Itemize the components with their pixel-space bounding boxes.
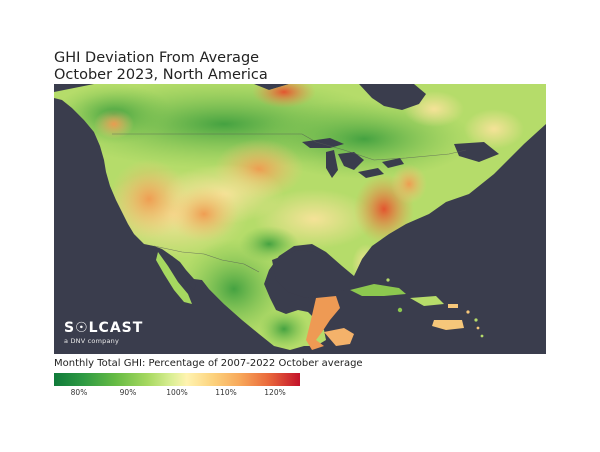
hudson-bay — [359, 84, 426, 110]
gulf-st-lawrence — [454, 142, 499, 162]
great-lakes — [302, 138, 404, 178]
borders — [112, 133, 467, 273]
baja-california — [156, 252, 192, 304]
ghi-deviation-map: S☉LCAST a DNV company — [54, 84, 546, 354]
land-mass — [54, 84, 546, 350]
legend-title: Monthly Total GHI: Percentage of 2007-20… — [54, 358, 363, 369]
tick-80: 80% — [70, 388, 88, 397]
gulf-of-california — [170, 256, 196, 290]
logo-tagline: a DNV company — [64, 337, 119, 345]
legend-ticks: 80% 90% 100% 110% 120% — [54, 388, 300, 400]
legend-colorbar — [54, 373, 300, 386]
gulf-of-mexico — [272, 250, 352, 298]
tick-110: 110% — [215, 388, 237, 397]
tick-90: 90% — [119, 388, 137, 397]
map-title: GHI Deviation From Average October 2023,… — [54, 50, 268, 84]
tick-120: 120% — [264, 388, 286, 397]
caribbean-islands — [350, 278, 484, 338]
logo-wordmark: S☉LCAST — [64, 320, 144, 336]
solcast-logo: S☉LCAST a DNV company — [64, 317, 143, 345]
central-america — [306, 296, 354, 350]
tick-100: 100% — [166, 388, 188, 397]
title-line-1: GHI Deviation From Average — [54, 50, 260, 66]
map-graphic — [54, 84, 546, 350]
title-line-2: October 2023, North America — [54, 67, 268, 83]
